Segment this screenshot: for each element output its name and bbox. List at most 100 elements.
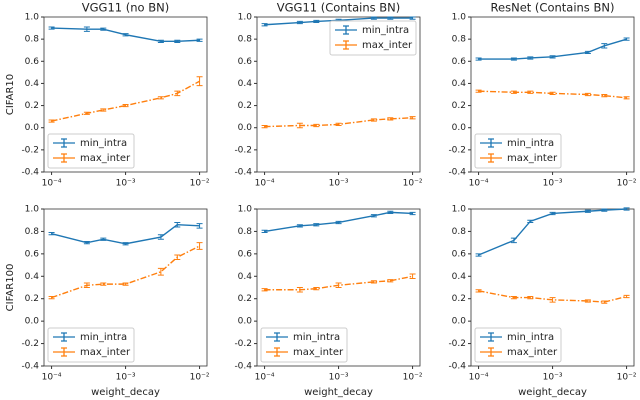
legend: min_intra max_inter bbox=[474, 133, 562, 169]
error-bar bbox=[584, 50, 591, 55]
y-tick-label: -0.2 bbox=[448, 145, 466, 155]
y-tick-label: 0.4 bbox=[452, 79, 467, 89]
error-bar bbox=[196, 38, 203, 42]
error-bar bbox=[196, 223, 203, 229]
error-bar bbox=[122, 33, 129, 37]
error-bar bbox=[48, 232, 55, 236]
x-tick-label: 10⁻⁴ bbox=[255, 179, 275, 189]
x-tick-label: 10⁻⁴ bbox=[255, 373, 275, 383]
y-tick-label: 0.6 bbox=[238, 249, 253, 259]
error-bar bbox=[549, 297, 556, 303]
error-bar bbox=[48, 295, 55, 300]
x-tick-label: 10⁻² bbox=[190, 373, 210, 383]
legend-label: min_intra bbox=[80, 138, 127, 149]
error-bar bbox=[409, 211, 416, 216]
error-bar bbox=[100, 282, 107, 286]
x-tick-label: 10⁻³ bbox=[116, 179, 136, 189]
error-bar bbox=[157, 234, 164, 240]
error-bar bbox=[196, 242, 203, 250]
error-bar bbox=[174, 254, 181, 260]
error-bar bbox=[527, 295, 534, 300]
y-tick-label: 0.8 bbox=[452, 35, 467, 45]
error-bar bbox=[122, 242, 129, 246]
y-axis-label: CIFAR100 bbox=[5, 264, 16, 312]
legend-swatch bbox=[480, 138, 502, 148]
y-tick-label: 0.4 bbox=[238, 79, 253, 89]
y-tick-label: -0.2 bbox=[234, 339, 252, 349]
y-tick-label: 0.4 bbox=[238, 272, 253, 282]
y-tick-label: 0.2 bbox=[238, 101, 252, 111]
y-tick-label: 0.8 bbox=[452, 227, 467, 237]
error-bar bbox=[527, 219, 534, 223]
error-bar bbox=[601, 208, 608, 212]
error-bar bbox=[510, 90, 517, 94]
error-bar bbox=[83, 282, 90, 288]
y-tick-label: 0.4 bbox=[25, 272, 40, 282]
x-tick-label: 10⁻² bbox=[617, 373, 637, 383]
y-tick-label: 0.4 bbox=[452, 272, 467, 282]
error-bar bbox=[601, 43, 608, 49]
x-tick-label: 10⁻³ bbox=[116, 373, 136, 383]
error-bar bbox=[370, 118, 377, 122]
x-axis-label: weight_decay bbox=[304, 387, 373, 398]
legend-label: max_inter bbox=[80, 347, 131, 358]
y-tick-label: -0.4 bbox=[448, 168, 466, 178]
y-tick-label: 0.6 bbox=[25, 249, 40, 259]
error-bar bbox=[157, 267, 164, 276]
y-tick-label: 0.0 bbox=[238, 317, 253, 327]
error-bar bbox=[475, 57, 482, 61]
error-bar bbox=[313, 123, 320, 128]
error-bar bbox=[83, 26, 90, 32]
x-tick-label: 10⁻² bbox=[617, 179, 637, 189]
error-bar bbox=[100, 108, 107, 112]
error-bar bbox=[623, 37, 630, 41]
error-bar bbox=[313, 19, 320, 24]
error-bar bbox=[335, 282, 342, 288]
error-bar bbox=[196, 76, 203, 87]
error-bar bbox=[335, 220, 342, 225]
y-tick-label: 0.4 bbox=[25, 79, 40, 89]
error-bar bbox=[83, 241, 90, 245]
legend-swatch bbox=[266, 332, 288, 342]
legend-label: max_inter bbox=[362, 40, 413, 51]
legend: min_intra max_inter bbox=[260, 327, 348, 363]
error-bar bbox=[409, 116, 416, 120]
y-tick-label: 0.8 bbox=[238, 227, 253, 237]
legend-label: max_inter bbox=[293, 347, 344, 358]
legend: min_intra max_inter bbox=[329, 20, 417, 56]
legend-swatch bbox=[480, 347, 502, 357]
error-bar bbox=[584, 299, 591, 303]
error-bar bbox=[174, 39, 181, 43]
error-bar bbox=[174, 221, 181, 228]
y-tick-label: 1.0 bbox=[452, 205, 467, 215]
error-bar bbox=[387, 16, 394, 20]
error-bar bbox=[527, 56, 534, 60]
y-tick-label: 0.6 bbox=[238, 57, 253, 67]
subplot-title: VGG11 (no BN) bbox=[82, 1, 169, 15]
y-tick-label: 0.2 bbox=[25, 294, 39, 304]
error-bar bbox=[313, 287, 320, 291]
y-tick-label: 0.8 bbox=[25, 35, 40, 45]
y-tick-label: 0.6 bbox=[452, 249, 467, 259]
x-axis-label: weight_decay bbox=[91, 387, 160, 398]
legend-swatch bbox=[266, 347, 288, 357]
x-tick-label: 10⁻⁴ bbox=[42, 373, 62, 383]
error-bar bbox=[475, 289, 482, 293]
legend-swatch bbox=[335, 25, 357, 35]
legend: min_intra max_inter bbox=[47, 133, 135, 169]
legend-label: max_inter bbox=[507, 153, 558, 164]
error-bar bbox=[335, 122, 342, 126]
y-tick-label: -0.4 bbox=[234, 168, 252, 178]
y-tick-label: 0.8 bbox=[238, 35, 253, 45]
error-bar bbox=[313, 223, 320, 227]
y-tick-label: 1.0 bbox=[25, 205, 40, 215]
error-bar bbox=[157, 96, 164, 100]
legend: min_intra max_inter bbox=[47, 327, 135, 363]
legend: min_intra max_inter bbox=[474, 327, 562, 363]
error-bar bbox=[100, 27, 107, 31]
y-tick-label: 0.8 bbox=[25, 227, 40, 237]
error-bar bbox=[370, 16, 377, 20]
x-tick-label: 10⁻³ bbox=[543, 179, 563, 189]
x-tick-label: 10⁻³ bbox=[543, 373, 563, 383]
